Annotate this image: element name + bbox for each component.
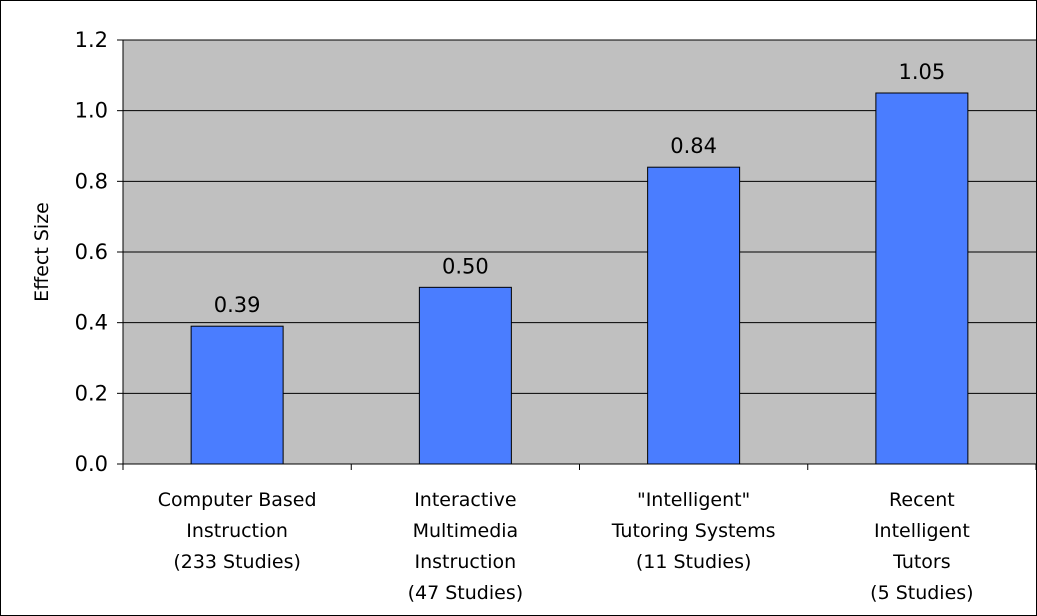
x-category-label-line: Intelligent bbox=[874, 520, 970, 542]
x-category-label-line: (5 Studies) bbox=[870, 582, 973, 604]
y-tick-label: 0.4 bbox=[75, 311, 108, 335]
x-category-label-line: "Intelligent" bbox=[637, 489, 750, 511]
x-category-label-line: Instruction bbox=[186, 520, 288, 542]
data-label: 0.39 bbox=[214, 293, 261, 317]
bars bbox=[190, 92, 969, 465]
x-category-label-line: Tutoring Systems bbox=[611, 520, 776, 542]
x-category-label-line: Computer Based bbox=[158, 489, 317, 511]
y-tick-label: 0.0 bbox=[75, 452, 108, 476]
x-category-label: "Intelligent" Tutoring Systems (11 Studies… bbox=[611, 489, 776, 573]
bar bbox=[647, 166, 741, 465]
x-category-label: Interactive Multimedia Instruction (47 Stud… bbox=[408, 489, 524, 604]
y-tick-label: 1.0 bbox=[75, 99, 108, 123]
x-category-label: Recent Intelligent Tutors (5 Studies) bbox=[870, 489, 973, 604]
x-category-label-line: (11 Studies) bbox=[636, 551, 752, 573]
x-category-label-line: Multimedia bbox=[413, 520, 519, 542]
x-category-label: Computer Based Instruction (233 Studies) bbox=[158, 489, 317, 573]
x-category-label-line: Tutors bbox=[892, 551, 951, 573]
x-category-label-line: Recent bbox=[889, 489, 955, 511]
data-label: 0.84 bbox=[670, 134, 717, 158]
x-category-label-line: (47 Studies) bbox=[408, 582, 524, 604]
axes bbox=[117, 39, 1036, 470]
bar bbox=[875, 92, 969, 465]
data-label: 0.50 bbox=[442, 254, 489, 278]
x-category-label-line: (233 Studies) bbox=[173, 551, 301, 573]
bar bbox=[190, 325, 284, 465]
x-category-label-line: Instruction bbox=[415, 551, 517, 573]
data-label: 1.05 bbox=[898, 60, 945, 84]
y-tick-label: 0.2 bbox=[75, 381, 108, 405]
labels: 0.0 0.2 0.4 0.6 0.8 1.0 1.2 0.39 Computer Based I… bbox=[75, 28, 974, 604]
y-axis-title: Effect Size bbox=[31, 202, 53, 302]
bar bbox=[418, 286, 512, 465]
y-tick-label: 1.2 bbox=[75, 28, 108, 52]
y-tick-label: 0.8 bbox=[75, 169, 108, 193]
y-tick-label: 0.6 bbox=[75, 240, 108, 264]
x-category-label-line: Interactive bbox=[414, 489, 516, 511]
